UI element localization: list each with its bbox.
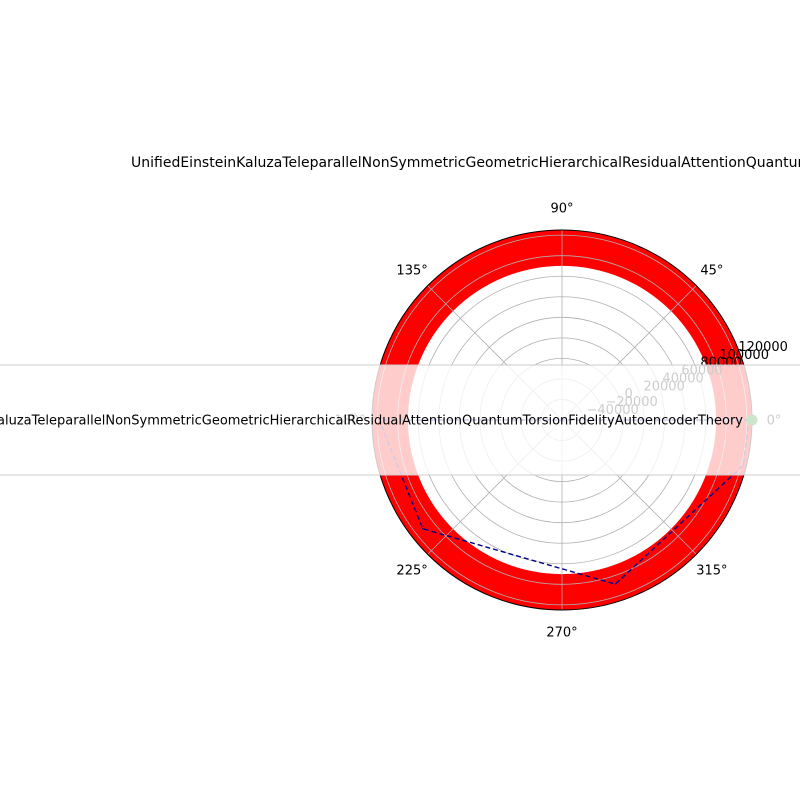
radial-tick-label: 120000 bbox=[738, 340, 788, 355]
angle-tick-label: 90° bbox=[550, 202, 573, 217]
radial-tick-label: 100000 bbox=[719, 348, 769, 363]
legend-box bbox=[0, 364, 800, 476]
legend-label: UnifiedEinsteinKaluzaTeleparallelNonSymm… bbox=[0, 414, 743, 429]
chart-title: UnifiedEinsteinKaluzaTeleparallelNonSymm… bbox=[131, 155, 800, 171]
legend-layer: UnifiedEinsteinKaluzaTeleparallelNonSymm… bbox=[0, 364, 800, 476]
angle-tick-label: 135° bbox=[396, 264, 427, 279]
angle-tick-label: 315° bbox=[696, 563, 727, 578]
series-point bbox=[614, 583, 617, 585]
angle-tick-label: 45° bbox=[700, 264, 723, 279]
angle-tick-label: 225° bbox=[396, 563, 427, 578]
angle-tick-label: 270° bbox=[546, 626, 577, 641]
series-point bbox=[421, 527, 424, 530]
